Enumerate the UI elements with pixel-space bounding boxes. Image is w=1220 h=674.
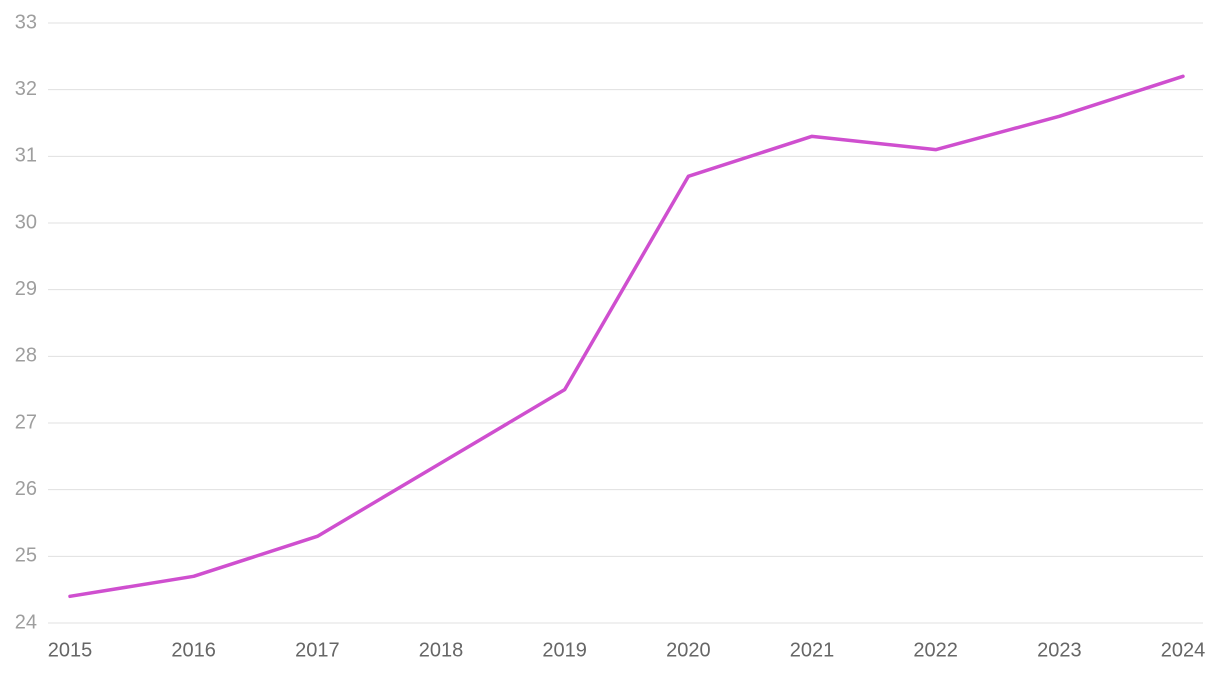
- x-tick-label: 2021: [790, 639, 835, 661]
- x-tick-label: 2022: [913, 639, 958, 661]
- x-tick-label: 2023: [1037, 639, 1082, 661]
- x-tick-label: 2018: [419, 639, 464, 661]
- y-tick-label: 33: [15, 11, 37, 33]
- x-tick-label: 2016: [171, 639, 216, 661]
- y-tick-label: 25: [15, 545, 37, 567]
- y-tick-label: 28: [15, 345, 37, 367]
- x-tick-label: 2015: [48, 639, 93, 661]
- y-tick-label: 30: [15, 211, 37, 233]
- y-tick-label: 27: [15, 411, 37, 433]
- x-tick-label: 2017: [295, 639, 340, 661]
- x-tick-label: 2024: [1161, 639, 1206, 661]
- y-tick-label: 29: [15, 278, 37, 300]
- x-tick-label: 2019: [542, 639, 587, 661]
- x-tick-label: 2020: [666, 639, 711, 661]
- y-tick-label: 24: [15, 611, 37, 633]
- line: [68, 74, 1185, 599]
- y-tick-label: 32: [15, 78, 37, 100]
- y-tick-label: 31: [15, 145, 37, 167]
- y-tick-label: 26: [15, 478, 37, 500]
